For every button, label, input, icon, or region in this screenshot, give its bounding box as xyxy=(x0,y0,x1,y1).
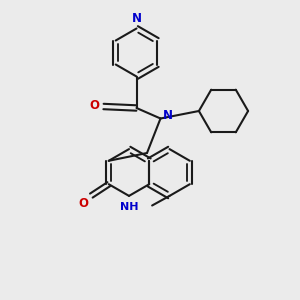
Text: O: O xyxy=(90,99,100,112)
Text: O: O xyxy=(78,197,88,210)
Text: N: N xyxy=(131,12,142,25)
Text: NH: NH xyxy=(120,202,139,212)
Text: N: N xyxy=(163,109,173,122)
